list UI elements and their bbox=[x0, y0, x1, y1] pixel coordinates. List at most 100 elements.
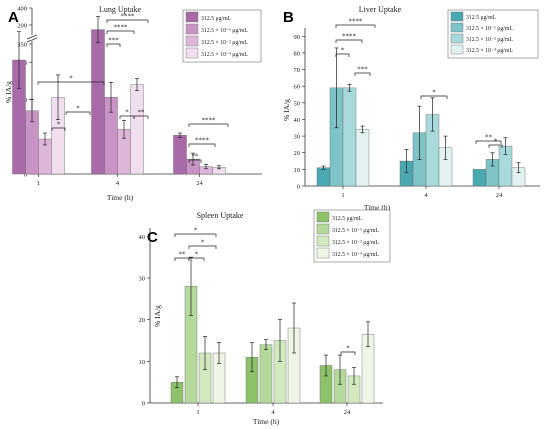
significance-label: **** bbox=[202, 117, 217, 125]
significance-label: **** bbox=[342, 33, 357, 41]
y-tick-label: 10 bbox=[139, 359, 146, 366]
legend-swatch bbox=[450, 11, 464, 22]
legend-entry: 312.5 × 10⁻³ μg/mL bbox=[466, 48, 513, 54]
significance-label: * bbox=[57, 121, 61, 129]
legend-entry: 312.5 × 10⁻¹ μg/mL bbox=[466, 26, 513, 32]
x-tick-label: 1 bbox=[341, 192, 344, 199]
significance-bracket bbox=[335, 24, 376, 28]
significance-bracket bbox=[475, 140, 502, 144]
legend-swatch bbox=[450, 22, 464, 33]
legend-swatch bbox=[316, 223, 330, 235]
significance-label: **** bbox=[349, 18, 364, 26]
y-tick-label: 0 bbox=[297, 184, 300, 191]
legend: 312.5 μg/mL 312.5 × 10⁻¹ μg/mL 312.5 × 10⁻… bbox=[313, 209, 391, 263]
x-axis-label: Time (h) bbox=[253, 417, 280, 426]
x-tick-label: 24 bbox=[344, 409, 351, 416]
panel-label: B bbox=[283, 9, 294, 26]
legend-swatch bbox=[316, 247, 330, 259]
legend-swatch bbox=[450, 44, 464, 55]
y-tick-label: 350 bbox=[17, 42, 27, 49]
significance-label: * bbox=[194, 227, 198, 235]
y-tick-label: 70 bbox=[294, 67, 301, 74]
significance-bracket bbox=[65, 111, 91, 115]
significance-label: * bbox=[76, 105, 80, 113]
legend-swatch bbox=[316, 211, 330, 223]
axis-break-mark bbox=[26, 34, 38, 40]
significance-bracket bbox=[488, 144, 503, 148]
chart-panel-3: C Spleen Uptake 0 10 20 30 40 1 4 24 Time (h) % IA/… bbox=[139, 209, 391, 426]
chart-title: Lung Uptake bbox=[99, 5, 141, 14]
significance-bracket bbox=[174, 233, 217, 237]
y-tick-label: 0 bbox=[24, 172, 27, 179]
axis-break-mark bbox=[26, 37, 38, 43]
significance-label: * bbox=[125, 109, 129, 117]
legend-entry: 312.5 × 10⁻¹ μg/mL bbox=[201, 28, 248, 34]
significance-bracket bbox=[106, 30, 135, 34]
significance-label: * bbox=[341, 47, 345, 55]
significance-bracket bbox=[133, 115, 149, 119]
legend-swatch bbox=[185, 11, 199, 23]
significance-label: ** bbox=[138, 109, 146, 117]
y-axis-label: % IA/g bbox=[282, 99, 291, 121]
y-tick-label: 10 bbox=[294, 167, 301, 174]
legend-swatch bbox=[185, 23, 199, 35]
legend-swatch bbox=[316, 235, 330, 247]
legend-entry: 312.5 μg/mL bbox=[466, 15, 497, 21]
bar bbox=[259, 344, 273, 404]
legend-entry: 312.5 μg/mL bbox=[201, 16, 232, 22]
legend-swatch bbox=[185, 47, 199, 59]
y-tick-label: 60 bbox=[294, 84, 301, 91]
y-axis-label: % IA/g bbox=[153, 305, 162, 327]
y-tick-label: 40 bbox=[139, 234, 146, 241]
y-tick-label: 400 bbox=[17, 6, 27, 13]
y-tick-label: 200 bbox=[17, 23, 27, 30]
x-axis-label: Time (h) bbox=[364, 203, 391, 212]
significance-label: ** bbox=[192, 153, 200, 161]
y-axis-label: % IA/g bbox=[4, 81, 13, 103]
legend: 312.5 μg/mL 312.5 × 10⁻¹ μg/mL 312.5 × 10⁻… bbox=[447, 9, 539, 59]
legend-entry: 312.5 × 10⁻² μg/mL bbox=[201, 40, 248, 46]
significance-bracket bbox=[106, 19, 149, 23]
x-tick-label: 4 bbox=[271, 409, 275, 416]
significance-bracket bbox=[335, 53, 350, 57]
legend-entry: 312.5 × 10⁻³ μg/mL bbox=[332, 252, 379, 258]
bar bbox=[91, 29, 105, 175]
significance-bracket bbox=[340, 351, 356, 355]
significance-bracket bbox=[420, 95, 448, 99]
axis-break-gap bbox=[27, 35, 37, 41]
x-tick-label: 4 bbox=[116, 180, 120, 187]
significance-label: * bbox=[201, 239, 205, 247]
panel-label: C bbox=[147, 229, 158, 246]
significance-bracket bbox=[37, 81, 105, 85]
panel-label: A bbox=[8, 9, 19, 26]
chart-panel-2: B Liver Uptake 0 10 20 30 40 50 60 70 80 90 1 4 24 Time… bbox=[282, 5, 540, 212]
y-tick-label: 80 bbox=[294, 50, 301, 57]
y-tick-label: 20 bbox=[294, 150, 301, 157]
y-tick-label: 20 bbox=[139, 317, 146, 324]
legend-entry: 312.5 × 10⁻³ μg/mL bbox=[201, 52, 248, 58]
significance-label: *** bbox=[357, 66, 368, 74]
legend-entry: 312.5 × 10⁻² μg/mL bbox=[332, 240, 379, 246]
y-tick-label: 40 bbox=[294, 117, 301, 124]
bar bbox=[173, 135, 187, 175]
significance-bracket bbox=[354, 72, 371, 76]
significance-label: * bbox=[346, 345, 350, 353]
y-tick-label: 90 bbox=[294, 34, 301, 41]
significance-label: * bbox=[432, 89, 436, 97]
legend-entry: 312.5 × 10⁻² μg/mL bbox=[466, 37, 513, 43]
y-tick-label: 30 bbox=[294, 134, 301, 141]
significance-label: *** bbox=[108, 37, 119, 45]
significance-label: * bbox=[195, 251, 199, 259]
legend-entry: 312.5 × 10⁻¹ μg/mL bbox=[332, 228, 379, 234]
significance-label: **** bbox=[121, 13, 136, 21]
chart-title: Spleen Uptake bbox=[197, 211, 244, 220]
x-axis-label: Time (h) bbox=[107, 193, 134, 202]
significance-bracket bbox=[335, 39, 363, 43]
significance-label: * bbox=[494, 138, 498, 146]
x-tick-label: 1 bbox=[37, 180, 40, 187]
significance-bracket bbox=[51, 127, 66, 131]
bar bbox=[342, 87, 357, 187]
significance-bracket bbox=[188, 159, 202, 163]
